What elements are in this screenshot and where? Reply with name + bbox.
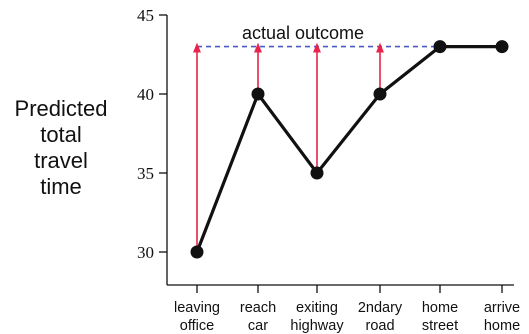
x-tick-label: reach (240, 300, 276, 316)
x-tick-label: office (180, 318, 214, 334)
y-axis-label-line: Predicted (14, 96, 108, 121)
y-axis-label: Predicted total travel time (0, 96, 122, 200)
arrows-layer (193, 42, 384, 252)
x-tick-label: road (365, 318, 394, 334)
y-tick-label: 30 (137, 243, 154, 262)
x-tick-label: leaving (174, 300, 220, 316)
y-axis-label-line: total (40, 122, 82, 147)
x-tick-label: street (422, 318, 458, 334)
data-point (373, 87, 387, 101)
x-tick-label: car (248, 318, 268, 334)
x-tick-label: home (422, 300, 458, 316)
reference-layer: actual outcome (197, 23, 502, 48)
y-tick-label: 45 (137, 6, 154, 25)
x-tick-label: highway (290, 318, 344, 334)
x-tick-label: 2ndary (358, 300, 403, 316)
series-line (195, 44, 502, 253)
series-layer (190, 40, 509, 259)
data-point (251, 87, 265, 101)
data-point (433, 40, 447, 54)
x-tick-label: home (484, 318, 520, 334)
data-point (310, 166, 324, 180)
x-tick-label: exiting (296, 300, 338, 316)
x-tick-label: arrive (484, 300, 520, 316)
y-axis-label-line: time (40, 174, 82, 199)
axes: 30 35 40 45 leaving office reach car exiting high… (137, 6, 520, 334)
y-tick-label: 35 (137, 164, 154, 183)
reference-label: actual outcome (242, 23, 364, 43)
data-point (190, 245, 204, 259)
y-axis-label-line: travel (34, 148, 88, 173)
data-point (495, 40, 509, 54)
y-tick-label: 40 (137, 85, 154, 104)
